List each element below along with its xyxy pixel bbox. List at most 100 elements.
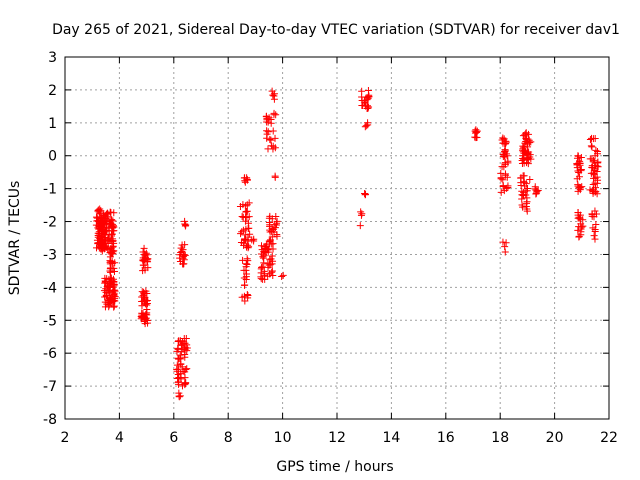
plot-border [64, 56, 610, 420]
data-point [139, 297, 147, 305]
data-point [181, 241, 189, 249]
data-point [472, 129, 480, 137]
data-point [499, 183, 507, 191]
x-tick-label: 10 [274, 430, 292, 446]
x-tick-label: 2 [61, 430, 70, 446]
data-point [143, 301, 151, 309]
data-point [500, 187, 508, 195]
data-point [240, 281, 248, 289]
data-point [503, 173, 511, 181]
data-point [98, 235, 106, 243]
data-point [140, 288, 148, 296]
data-point [174, 365, 182, 373]
data-point [577, 220, 585, 228]
data-point [588, 143, 596, 151]
x-tick-label: 8 [224, 430, 233, 446]
y-tick-label: -4 [43, 280, 57, 296]
data-point [240, 266, 248, 274]
data-point [177, 355, 185, 363]
data-point [94, 240, 102, 248]
data-point [501, 243, 509, 251]
data-point [101, 220, 109, 228]
data-point [142, 249, 150, 257]
data-point [523, 185, 531, 193]
data-point [100, 287, 108, 295]
data-point [173, 361, 181, 369]
data-point [502, 239, 510, 247]
data-point [501, 248, 509, 256]
data-point [110, 302, 118, 310]
data-point [501, 160, 509, 168]
data-point [250, 235, 258, 243]
data-point [103, 300, 111, 308]
data-point [266, 212, 274, 220]
chart-title: Day 265 of 2021, Sidereal Day-to-day VTE… [52, 22, 620, 38]
data-point [243, 174, 251, 182]
data-point [258, 242, 266, 250]
data-point [520, 155, 528, 163]
data-point [183, 365, 191, 373]
data-point [588, 163, 596, 171]
data-point [591, 207, 599, 215]
data-point [141, 250, 149, 258]
data-point [574, 226, 582, 234]
data-point [181, 345, 189, 353]
data-point [180, 252, 188, 260]
data-point [574, 167, 582, 175]
data-point [502, 138, 510, 146]
data-point [590, 158, 598, 166]
data-point [519, 172, 527, 180]
data-point [578, 183, 586, 191]
data-point [265, 237, 273, 245]
data-point [363, 102, 371, 110]
data-point [269, 240, 277, 248]
data-point [104, 289, 112, 297]
data-point [266, 221, 274, 229]
data-point [473, 128, 481, 136]
data-point [588, 187, 596, 195]
data-point [267, 119, 275, 127]
data-point [182, 379, 190, 387]
x-tick-label: 22 [600, 430, 618, 446]
data-point [587, 142, 595, 150]
data-point [525, 148, 533, 156]
data-point [103, 275, 111, 283]
data-point [520, 190, 528, 198]
data-point [517, 179, 525, 187]
data-point [106, 258, 114, 266]
data-point [141, 320, 149, 328]
x-tick-label: 6 [169, 430, 178, 446]
data-point [272, 213, 280, 221]
data-point [95, 208, 103, 216]
data-point [265, 261, 273, 269]
data-point [590, 232, 598, 240]
data-point [592, 221, 600, 229]
data-point [182, 221, 190, 229]
data-point [243, 207, 251, 215]
data-point [575, 168, 583, 176]
data-point [258, 263, 266, 271]
data-point [106, 220, 114, 228]
data-point [238, 293, 246, 301]
data-point [523, 207, 531, 215]
data-point [271, 172, 279, 180]
data-point [140, 244, 148, 252]
x-tick-label: 18 [491, 430, 509, 446]
x-tick-label: 20 [546, 430, 564, 446]
y-tick-label: -2 [43, 215, 57, 231]
data-point [237, 230, 245, 238]
x-tick-label: 16 [437, 430, 455, 446]
data-point [271, 224, 279, 232]
data-point [273, 232, 281, 240]
data-point [361, 189, 369, 197]
data-point [100, 228, 108, 236]
data-point [269, 271, 277, 279]
data-point [245, 199, 253, 207]
data-point [266, 136, 274, 144]
data-point [244, 241, 252, 249]
data-point [143, 296, 151, 304]
data-point [257, 275, 265, 283]
data-point [268, 233, 276, 241]
data-point [178, 338, 186, 346]
data-point [577, 153, 585, 161]
